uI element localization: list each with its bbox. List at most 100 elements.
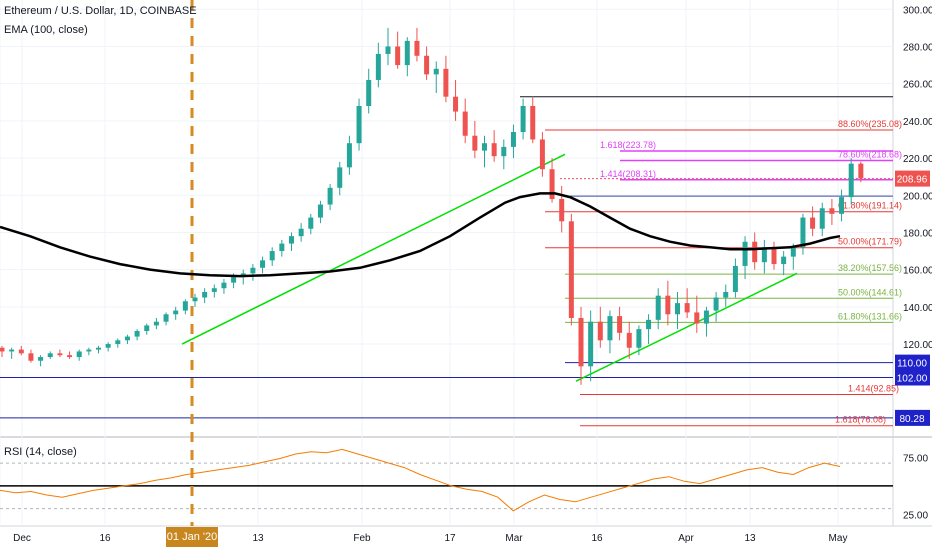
- candle-body: [404, 40, 410, 66]
- rsi-band-lines: [0, 462, 893, 510]
- candle-body: [588, 321, 594, 367]
- candle-body: [260, 260, 266, 268]
- candle-body: [211, 288, 217, 292]
- price-axis: 120.00 140.00 160.00 180.00 200.00 220.00 240.…: [895, 5, 932, 521]
- candle-body: [28, 353, 34, 361]
- candle-body: [366, 79, 372, 106]
- trendline-upper: [181, 153, 566, 345]
- candle-body: [443, 68, 449, 97]
- fib-label: 88.60%(235.08): [838, 119, 902, 129]
- x-tick-label: Feb: [353, 533, 371, 544]
- candle-body: [453, 96, 459, 112]
- x-tick-label: 13: [744, 533, 756, 544]
- grid: [0, 0, 932, 527]
- level-badge-bg: [895, 354, 930, 371]
- candle-body: [86, 349, 92, 352]
- level-badge-bg: [895, 369, 930, 386]
- y-tick-label: 240.00: [903, 117, 932, 128]
- candle-body: [646, 319, 652, 330]
- candle-body: [665, 295, 671, 315]
- candle-body: [607, 316, 613, 341]
- candle-body: [675, 303, 680, 315]
- highlighted-date: 01 Jan '20: [166, 527, 218, 547]
- x-tick-label: May: [829, 533, 848, 544]
- candle-body: [250, 267, 256, 274]
- candle-body: [703, 310, 709, 324]
- candle-body: [752, 241, 758, 263]
- candle-body: [694, 312, 700, 324]
- ema-line: [0, 192, 841, 278]
- trendline-lower: [575, 272, 798, 382]
- y-tick-label: 160.00: [903, 266, 932, 277]
- candle-body: [433, 68, 439, 75]
- current-price-badge: 208.96: [897, 175, 928, 186]
- time-axis: Dec 16 13 Feb 17 Mar 16 Apr 13 May: [13, 533, 847, 544]
- candle-body: [771, 247, 777, 265]
- candle-body: [559, 198, 565, 222]
- x-tick-label: 17: [444, 533, 456, 544]
- candle-body: [182, 301, 188, 311]
- candle-body: [568, 221, 574, 318]
- candle-body: [858, 163, 864, 179]
- y-tick-label: 120.00: [903, 340, 932, 351]
- candle-body: [385, 46, 391, 54]
- candle-body: [9, 349, 15, 352]
- candle-body: [192, 297, 198, 302]
- candle-body: [800, 217, 806, 248]
- candle-body: [597, 321, 603, 341]
- fib-label: 1.618(76.08): [835, 415, 886, 425]
- x-tick-label: Mar: [505, 533, 523, 544]
- candle-body: [269, 251, 275, 261]
- level-badge: 102.00: [897, 373, 928, 384]
- candle-body: [414, 40, 420, 56]
- horizontal-levels: [0, 96, 893, 419]
- candle-body: [395, 46, 401, 66]
- rsi-tick-label: 25.00: [903, 510, 928, 521]
- candle-body: [57, 353, 63, 356]
- y-tick-label: 280.00: [903, 42, 932, 53]
- candle-body: [520, 105, 526, 133]
- y-tick-label: 180.00: [903, 228, 932, 239]
- candle-body: [96, 347, 101, 350]
- candle-body: [810, 217, 816, 229]
- candle-body: [617, 316, 623, 333]
- candle-body: [337, 167, 343, 188]
- candle-body: [819, 208, 825, 229]
- candle-body: [723, 291, 729, 298]
- candle-body: [636, 329, 642, 348]
- candle-body: [655, 295, 661, 320]
- candle-body: [115, 340, 121, 345]
- candle-body: [0, 347, 5, 352]
- rsi-line: [0, 448, 841, 512]
- ema-polyline: [0, 192, 841, 278]
- rsi-tick-label: 75.00: [903, 453, 928, 464]
- fib-label: 1.414(208.31): [600, 169, 656, 179]
- y-tick-label: 140.00: [903, 303, 932, 314]
- y-tick-label: 260.00: [903, 80, 932, 91]
- candle-body: [144, 325, 150, 332]
- fib-label: 50.00%(144.61): [838, 287, 902, 297]
- candle-body: [47, 353, 53, 358]
- candle-body: [124, 336, 130, 341]
- candle-body: [781, 256, 787, 265]
- candle-body: [76, 351, 82, 358]
- fib-label: 1.618(223.78): [600, 140, 656, 150]
- current-price-badge-bg: [895, 170, 930, 187]
- candle-body: [829, 208, 835, 214]
- x-tick-label: Apr: [678, 533, 694, 544]
- candle-body: [424, 55, 430, 75]
- candle-body: [308, 217, 314, 229]
- x-tick-label: Dec: [13, 533, 31, 544]
- trendlines: [181, 153, 798, 382]
- fib-label: 1.414(92.85): [848, 384, 899, 394]
- x-tick-label: 16: [99, 533, 111, 544]
- candle-body: [38, 357, 44, 361]
- candle-body: [163, 314, 169, 322]
- x-tick-label: 16: [591, 533, 603, 544]
- candle-body: [626, 332, 632, 348]
- fib-label: 50.00%(171.79): [838, 237, 902, 247]
- candle-body: [356, 105, 362, 144]
- candle-body: [173, 310, 179, 315]
